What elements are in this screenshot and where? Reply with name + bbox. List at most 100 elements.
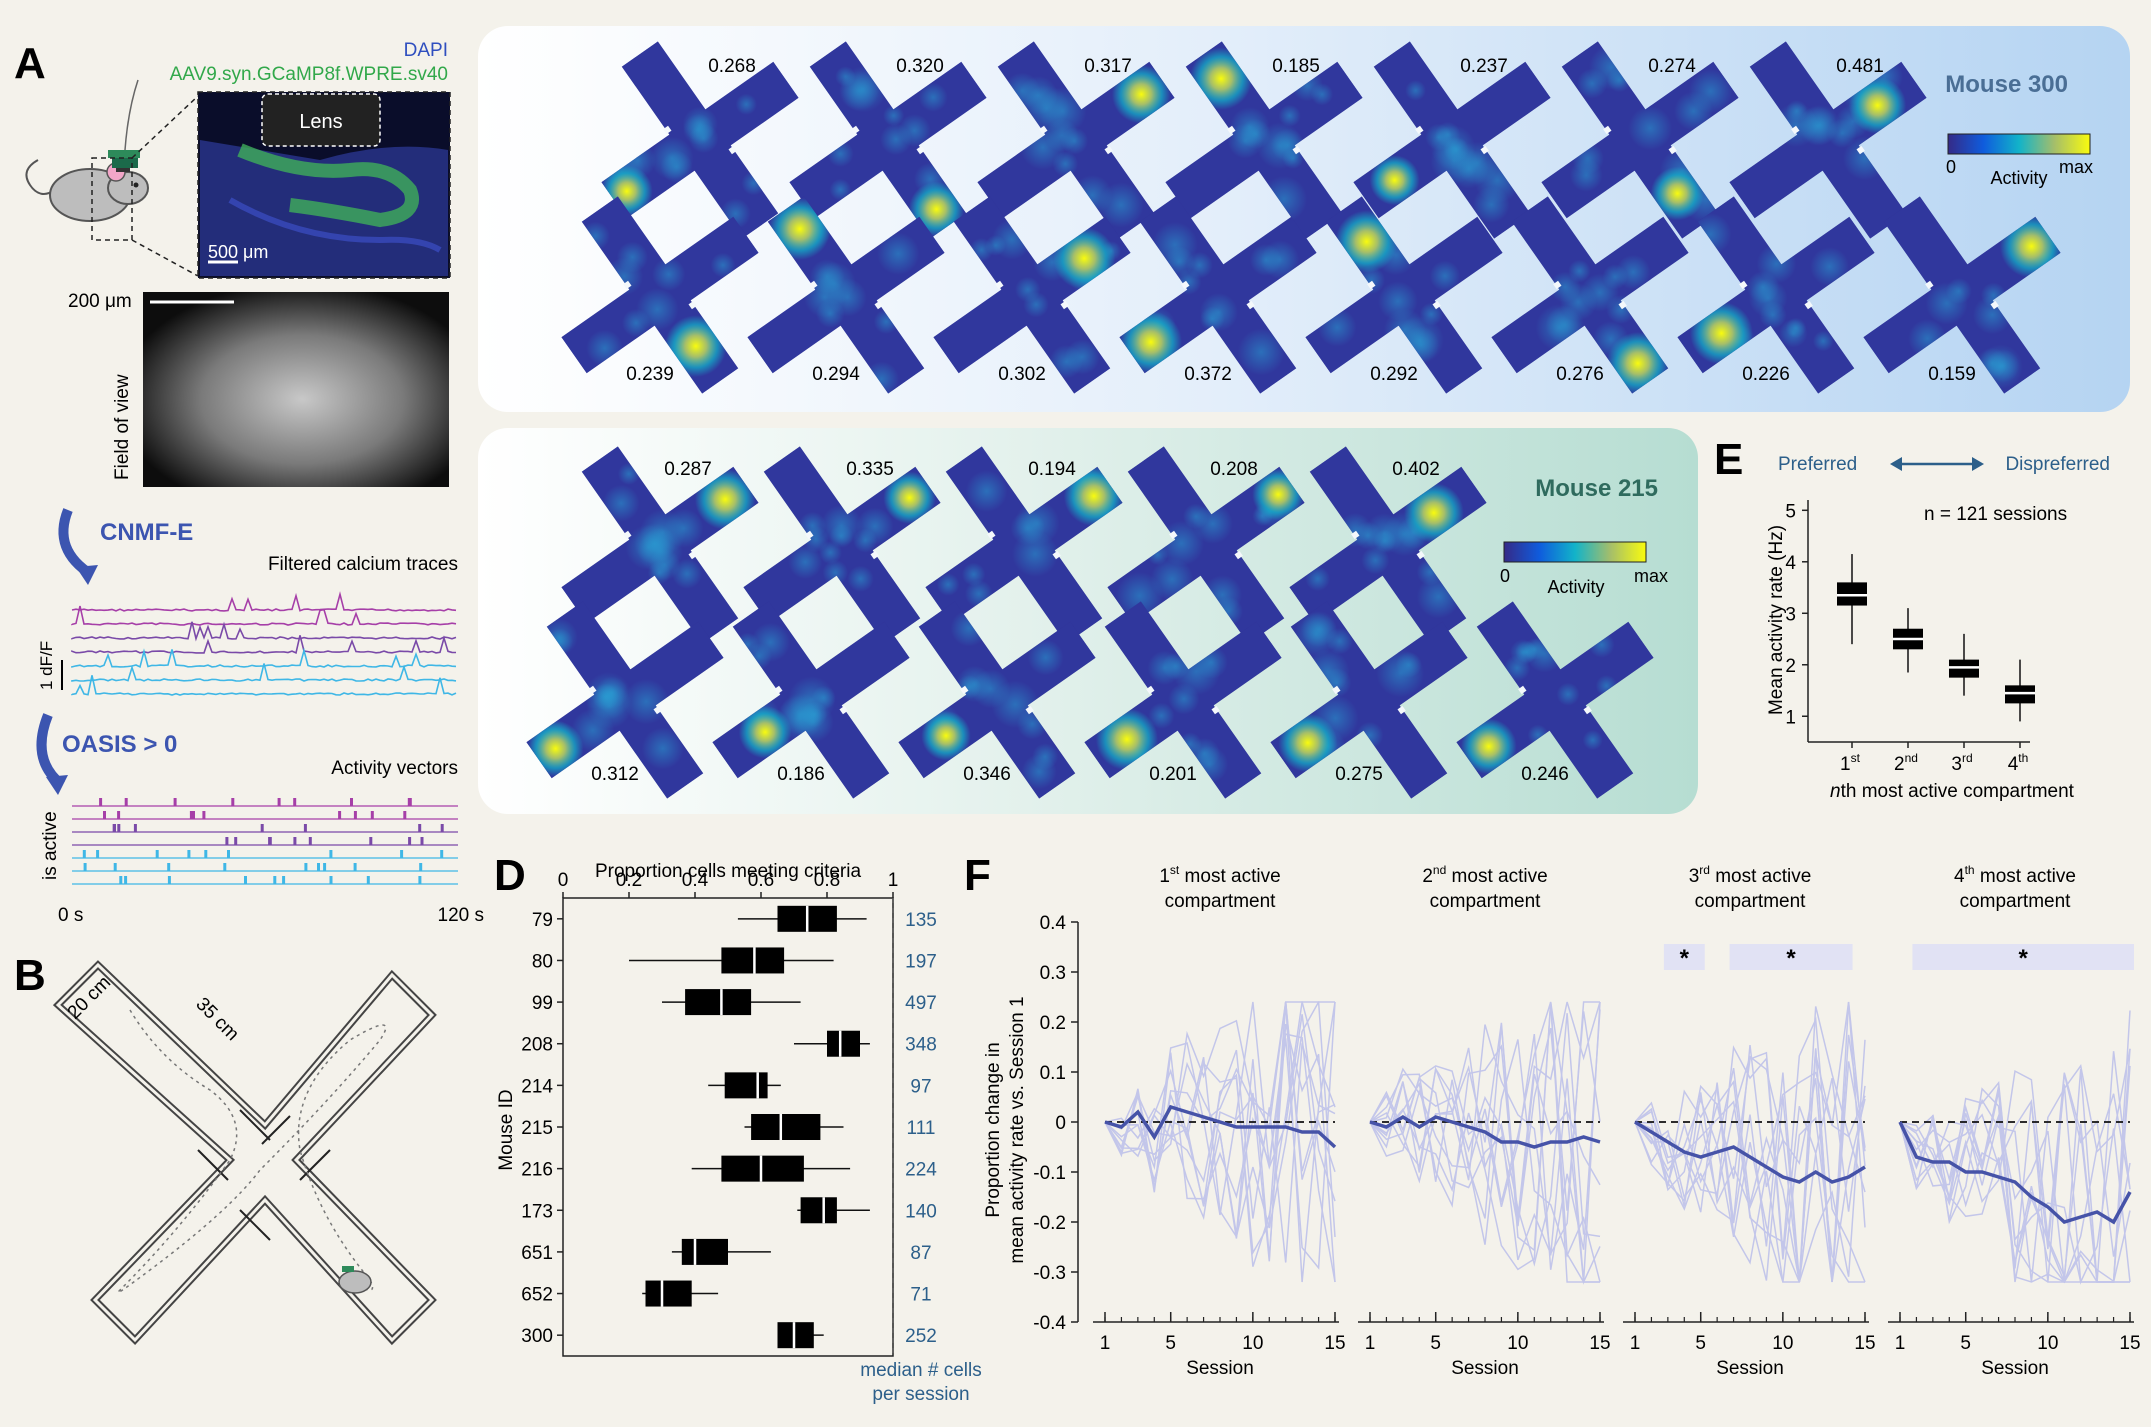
box-mouse-214: 214 97 (521, 1072, 932, 1099)
panel-a: A DAPI AAV9.syn.GCaMP8f.WPRE.sv40 Lens (14, 39, 484, 926)
rate-map-value: 0.335 (846, 459, 894, 480)
box-compartment-2nd: 2nd (1893, 608, 1923, 775)
raster-spike (303, 824, 307, 832)
raster-spike (103, 811, 106, 819)
mean-line (1634, 1120, 1866, 1184)
rate-map-hotspot (1053, 227, 1116, 290)
box-iqr (2005, 685, 2035, 704)
individual-mouse-line (1369, 1001, 1600, 1261)
panel-f-xtick: 15 (1589, 1333, 1610, 1354)
rate-map-hotspot (1689, 301, 1753, 365)
raster-spike (338, 811, 342, 819)
panel-f-xtick: 1 (1365, 1333, 1376, 1354)
median-cells-label: 197 (905, 951, 937, 972)
panel-a-letter: A (14, 39, 46, 88)
panel-e-xtick: 2nd (1894, 751, 1918, 775)
box-mouse-651: 651 87 (521, 1238, 932, 1265)
rate-map-value: 0.239 (626, 364, 674, 385)
individual-mouse-line (1369, 1039, 1601, 1283)
median-cells-label: 135 (905, 910, 937, 931)
mouse-id-label: 300 (521, 1326, 553, 1347)
panel-c: C Mouse 300 Mouse 215 0 max Activity 0 m… (478, 0, 2130, 847)
raster-spike (231, 798, 235, 806)
mouse-id-label: 651 (521, 1243, 553, 1264)
panel-f-xtick: 10 (1507, 1333, 1528, 1354)
fov-label: Field of view (112, 374, 133, 480)
calcium-traces (71, 591, 457, 696)
raster-spike (223, 863, 227, 871)
mouse215-title: Mouse 215 (1535, 475, 1658, 502)
raster-spike (124, 876, 128, 884)
box-iqr (777, 1322, 814, 1349)
raster-spike (113, 824, 116, 832)
rate-map-hotspot (1095, 708, 1159, 771)
panel-f-ytick: -0.1 (1033, 1163, 1066, 1184)
panel-e-xlabel-n: n (1830, 781, 1841, 802)
panel-f-xtick: 15 (1324, 1333, 1345, 1354)
panel-d-boxes: 79 135 80 197 99 497 208 348 214 97 215 111 216 224 17… (521, 898, 937, 1356)
panel-e-ytick: 4 (1785, 553, 1796, 574)
rate-map-hotspot (1369, 155, 1420, 206)
oasis-label: OASIS > 0 (62, 731, 177, 758)
rate-map-value: 0.201 (1149, 764, 1197, 785)
rate-map-hotspot (664, 315, 727, 378)
individual-mouse-line (1369, 1001, 1600, 1283)
rate-map-hotspot (1111, 64, 1171, 124)
panel-f-xlabel: Session (1451, 1358, 1519, 1379)
raster-spike (96, 850, 100, 858)
panel-d-tick-label: 0.4 (682, 870, 709, 891)
box-mouse-300: 300 252 (521, 1322, 937, 1349)
panel-f-xtick: 15 (1854, 1333, 1875, 1354)
mouse-id-label: 79 (532, 910, 553, 931)
raster-spike (317, 863, 320, 871)
colorbar300-max: max (2059, 157, 2093, 177)
rate-map-hotspot (738, 705, 792, 759)
individual-mouse-line (1104, 1043, 1336, 1263)
panel-f-xtick: 5 (1165, 1333, 1176, 1354)
rate-map-value: 0.237 (1460, 56, 1508, 77)
box-iqr (724, 1072, 768, 1099)
rate-map-value: 0.287 (664, 459, 712, 480)
raster-spike (304, 863, 308, 871)
individual-mouse-line (1369, 1001, 1601, 1283)
subplot-title: 1st most active (1159, 863, 1280, 887)
colorbar300-label: Activity (1990, 168, 2047, 188)
panel-b: B 20 cm 35 cm (14, 951, 437, 1346)
rate-map-value: 0.372 (1184, 364, 1232, 385)
individual-mouse-line (1104, 1001, 1336, 1270)
raster-spike (353, 863, 357, 871)
panel-e-xlabel-rest: th most active compartment (1841, 781, 2075, 802)
significance-bar (1912, 944, 2134, 970)
raster-spike (167, 863, 171, 871)
raster-spike (353, 811, 357, 819)
subplot-title: 3rd most active (1689, 863, 1812, 887)
significance-bar (1729, 944, 1853, 970)
rate-map-value: 0.294 (812, 364, 860, 385)
panel-d-letter: D (494, 851, 526, 900)
panel-f-xtick: 10 (1772, 1333, 1793, 1354)
mouse-id-label: 215 (521, 1118, 553, 1139)
calcium-trace (71, 647, 457, 669)
cnmfe-arrow (58, 508, 95, 580)
median-cells-label: 497 (905, 993, 937, 1014)
rate-map-value: 0.208 (1210, 459, 1258, 480)
raster-spike (407, 798, 411, 806)
panel-f-xtick: 10 (1242, 1333, 1263, 1354)
rate-map-hotspot (527, 720, 584, 777)
colorbar-mouse300: 0 max Activity (1946, 133, 2093, 188)
box-iqr (827, 1030, 860, 1057)
panel-f-letter: F (964, 851, 991, 900)
panel-f-xtick: 5 (1960, 1333, 1971, 1354)
box-iqr (1837, 582, 1867, 606)
raster-spike (323, 863, 327, 871)
rate-map-value: 0.320 (896, 56, 944, 77)
panel-d-ticks: 0 0.2 0.4 0.6 0.8 1 (558, 870, 898, 898)
subplot-title-compartment: compartment (1430, 891, 1542, 912)
rate-map-value: 0.275 (1335, 764, 1383, 785)
box-iqr (751, 1114, 821, 1140)
subplot-title-compartment: compartment (1165, 891, 1277, 912)
box-mouse-99: 99 497 (532, 989, 937, 1016)
rate-map-value: 0.481 (1836, 56, 1884, 77)
rate-map-hotspot (921, 710, 971, 761)
